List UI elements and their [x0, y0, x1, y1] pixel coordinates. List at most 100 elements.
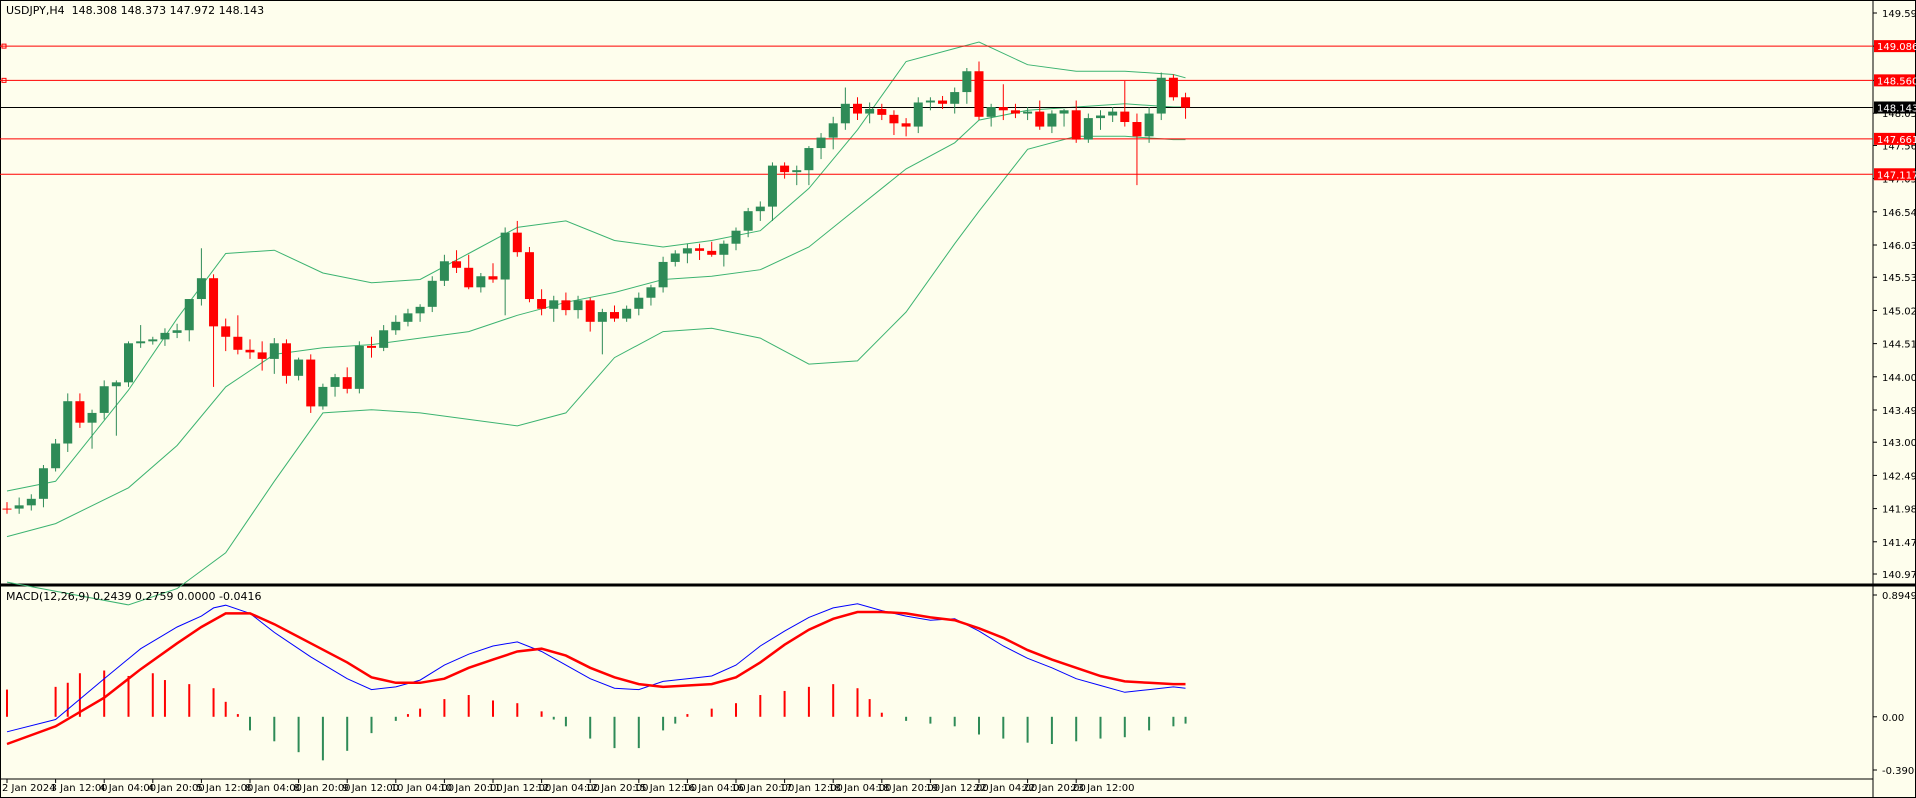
candle-body	[998, 107, 1008, 111]
candle-body	[1035, 111, 1045, 127]
level-price-label: 149.086	[1877, 42, 1916, 53]
candle-body	[26, 498, 36, 506]
candle	[974, 61, 984, 121]
bollinger-middle	[6, 103, 1186, 538]
x-tick-label: 17 Jan 12:00	[780, 783, 843, 794]
candle-body	[610, 312, 619, 319]
candle-body	[658, 261, 668, 288]
candle-body	[354, 345, 364, 389]
candle	[634, 292, 644, 316]
candle-body	[767, 165, 777, 207]
x-tick-label: 4 Jan 20:00	[148, 783, 205, 794]
candle	[245, 339, 255, 359]
candle	[573, 295, 583, 319]
candle-body	[1047, 113, 1057, 127]
candle	[63, 393, 73, 452]
x-tick-label: 9 Jan 12:00	[342, 783, 399, 794]
y-tick-label: 142.490	[1882, 471, 1916, 482]
candle-body	[719, 243, 729, 255]
y-tick-label: 143.495	[1882, 406, 1916, 417]
level-price-tag	[1874, 74, 1915, 87]
candle-body	[755, 206, 765, 212]
candle	[488, 263, 498, 283]
candle-body	[172, 330, 182, 333]
y-tick-label: 146.030	[1882, 241, 1916, 252]
candle	[1120, 81, 1130, 127]
candle	[221, 318, 231, 352]
candle	[524, 246, 534, 303]
candle	[209, 274, 219, 387]
candle-body	[743, 211, 753, 231]
x-tick-label: 16 Jan 04:00	[682, 783, 745, 794]
candle-body	[1168, 77, 1178, 98]
macd-signal-line	[6, 610, 1186, 746]
x-tick-label: 22 Jan 04:00	[974, 783, 1037, 794]
x-tick-label: 8 Jan 20:00	[294, 783, 351, 794]
y-tick-label: 147.560	[1882, 141, 1916, 152]
candle-body	[148, 339, 158, 342]
candle	[780, 162, 790, 179]
candle-body	[2, 508, 12, 510]
candle-body	[913, 102, 923, 127]
candle-body	[439, 261, 449, 281]
candle-body	[512, 232, 522, 253]
candle-body	[1120, 111, 1130, 123]
candle	[925, 97, 935, 111]
candle-body	[391, 321, 401, 331]
candle	[464, 254, 474, 290]
candle	[828, 116, 838, 150]
x-tick-label: 16 Jan 20:00	[731, 783, 794, 794]
candle	[160, 328, 170, 346]
candle-body	[379, 330, 389, 348]
candle-body	[707, 250, 717, 255]
candle	[391, 315, 401, 335]
candle	[670, 250, 680, 267]
candle	[51, 438, 61, 472]
candle	[597, 308, 607, 355]
candle-body	[209, 278, 219, 327]
candle-body	[780, 165, 790, 173]
candle	[1059, 108, 1069, 127]
candle-body	[853, 103, 862, 114]
candle	[865, 102, 875, 124]
candle	[257, 341, 267, 371]
x-tick-label: 2 Jan 2024	[2, 783, 56, 794]
candle-body	[1181, 97, 1191, 108]
candle	[658, 256, 668, 293]
candle-body	[865, 108, 875, 114]
candle-body	[500, 232, 510, 280]
candle	[427, 276, 437, 313]
candle	[512, 220, 522, 257]
candle	[452, 250, 462, 273]
candle-body	[1132, 122, 1142, 137]
current-price-label: 148.143	[1877, 103, 1916, 114]
macd-line	[6, 603, 1186, 733]
candle	[646, 284, 656, 306]
candle	[950, 87, 960, 114]
candle	[877, 103, 887, 121]
macd-y-tick-label: 0.00	[1882, 713, 1904, 724]
y-tick-label: 141.470	[1882, 538, 1916, 549]
candle	[1035, 100, 1045, 130]
candle-body	[318, 386, 328, 407]
level-price-label: 148.560	[1877, 76, 1916, 87]
candle-body	[524, 252, 534, 300]
candle	[1010, 103, 1020, 119]
bollinger-upper	[6, 41, 1186, 492]
x-tick-label: 11 Jan 12:00	[488, 783, 551, 794]
candle-body	[1156, 77, 1166, 114]
candle-body	[1096, 115, 1105, 119]
x-tick-label: 18 Jan 20:00	[877, 783, 940, 794]
candle-body	[573, 300, 583, 311]
y-tick-label: 145.025	[1882, 306, 1916, 317]
chart-info: USDJPY,H4 148.308 148.373 147.972 148.14…	[6, 4, 264, 17]
candle-body	[99, 386, 109, 413]
candle-body	[75, 401, 85, 423]
level-price-label: 147.661	[1877, 135, 1916, 146]
candle	[816, 133, 826, 160]
candle	[148, 336, 158, 345]
candle-body	[184, 299, 194, 331]
candle	[124, 341, 133, 387]
candle	[184, 299, 194, 342]
